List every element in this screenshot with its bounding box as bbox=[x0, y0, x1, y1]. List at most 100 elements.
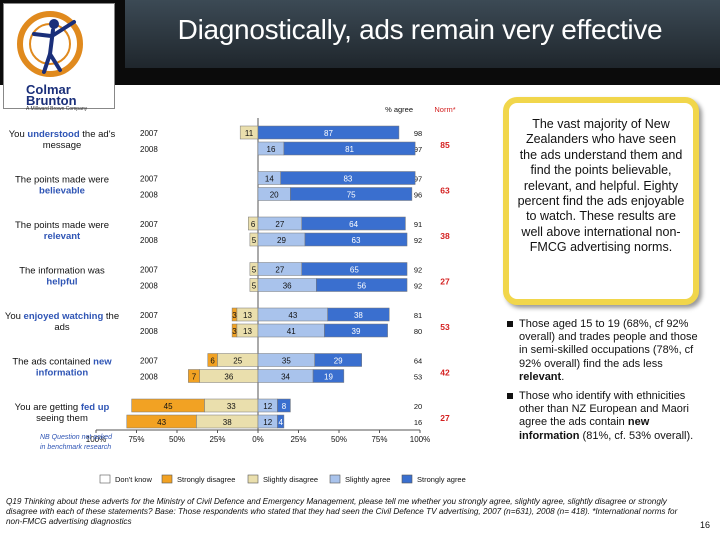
bar-value-label: 16 bbox=[267, 145, 276, 154]
year-label: 2007 bbox=[140, 129, 158, 138]
bar-segment bbox=[324, 323, 388, 338]
percent-agree-value: 53 bbox=[414, 373, 422, 382]
x-tick-label: 25% bbox=[209, 435, 225, 444]
diverging-bar-chart: % agree Norm* 100% 75% 50% 25% 0% 25% 50% 75% 100%… bbox=[0, 90, 500, 490]
legend-label: Slightly disagree bbox=[263, 475, 318, 484]
x-tick-label: 0% bbox=[252, 435, 264, 444]
bar-value-label: 12 bbox=[263, 418, 272, 427]
bar-value-label: 25 bbox=[233, 357, 242, 366]
bar-value-label: 7 bbox=[192, 373, 197, 382]
year-label: 2008 bbox=[140, 191, 158, 200]
finding-tail: . bbox=[561, 370, 565, 383]
bar-value-label: 13 bbox=[243, 311, 252, 320]
norm-value: 42 bbox=[440, 368, 450, 378]
x-tick-label: 50% bbox=[169, 435, 185, 444]
percent-agree-value: 80 bbox=[414, 327, 422, 336]
legend-label: Strongly agree bbox=[417, 475, 466, 484]
bar-value-label: 34 bbox=[281, 373, 290, 382]
norm-header: Norm* bbox=[434, 105, 455, 114]
year-label: 2008 bbox=[140, 327, 158, 336]
chart-svg: % agree Norm* 100% 75% 50% 25% 0% 25% 50% 75% 100%… bbox=[5, 105, 466, 484]
percent-agree-value: 16 bbox=[414, 418, 422, 427]
percent-agree-value: 97 bbox=[414, 145, 422, 154]
bar-value-label: 5 bbox=[252, 282, 257, 291]
category-label: You are getting fed up seeing them bbox=[15, 402, 110, 424]
bar-value-label: 3 bbox=[232, 327, 237, 336]
x-tick-label: 100% bbox=[410, 435, 430, 444]
bar-value-label: 12 bbox=[263, 402, 272, 411]
percent-agree-header: % agree bbox=[385, 105, 413, 114]
year-label: 2007 bbox=[140, 175, 158, 184]
bar-value-label: 19 bbox=[324, 373, 333, 382]
category-label: The points made were believable bbox=[15, 175, 109, 197]
legend-label: Strongly disagree bbox=[177, 475, 235, 484]
bar-segment bbox=[280, 171, 416, 185]
norm-value: 53 bbox=[440, 322, 450, 332]
percent-agree-value: 97 bbox=[414, 175, 422, 184]
bar-value-label: 35 bbox=[282, 357, 291, 366]
bar-value-label: 29 bbox=[334, 357, 343, 366]
norm-value: 38 bbox=[440, 231, 450, 241]
bar-value-label: 39 bbox=[352, 327, 361, 336]
bar-segment bbox=[257, 125, 400, 140]
bar-value-label: 64 bbox=[349, 220, 358, 229]
norm-value: 63 bbox=[440, 186, 450, 196]
title-band bbox=[125, 0, 720, 68]
norm-value: 27 bbox=[440, 277, 450, 287]
page-number: 16 bbox=[700, 520, 711, 530]
finding-item: Those who identify with ethnicities othe… bbox=[505, 390, 705, 443]
bullet-square-icon bbox=[507, 321, 513, 327]
year-label: 2007 bbox=[140, 311, 158, 320]
bullet-square-icon bbox=[507, 393, 513, 400]
year-label: 2007 bbox=[140, 357, 158, 366]
finding-emphasis: relevant bbox=[519, 370, 562, 383]
legend-label: Don't know bbox=[115, 475, 152, 484]
percent-agree-value: 91 bbox=[414, 220, 422, 229]
finding-text: Those who identify with ethnicities othe… bbox=[519, 390, 689, 429]
bar-segment bbox=[312, 369, 345, 383]
legend-swatch bbox=[99, 474, 111, 484]
year-label: 2007 bbox=[140, 220, 158, 229]
bar-value-label: 20 bbox=[270, 191, 279, 200]
year-label: 2008 bbox=[140, 282, 158, 291]
bar-value-label: 38 bbox=[223, 418, 232, 427]
findings-list: Those aged 15 to 19 (68%, cf 92% overall… bbox=[505, 318, 705, 449]
slide-header: Diagnostically, ads remain very effectiv… bbox=[0, 0, 720, 85]
legend-swatch bbox=[161, 474, 173, 484]
norm-value: 27 bbox=[440, 413, 450, 423]
bar-value-label: 5 bbox=[252, 266, 257, 275]
bar-value-label: 75 bbox=[347, 191, 356, 200]
bar-value-label: 6 bbox=[210, 357, 215, 366]
category-label: The ads contained new information bbox=[12, 357, 112, 379]
logo-figure-icon bbox=[17, 11, 83, 77]
norm-value: 85 bbox=[440, 140, 450, 150]
percent-agree-value: 98 bbox=[414, 129, 422, 138]
bar-value-label: 43 bbox=[157, 418, 166, 427]
bar-value-label: 14 bbox=[265, 175, 274, 184]
category-label: You enjoyed watching the ads bbox=[5, 311, 119, 333]
x-tick-label: 25% bbox=[290, 435, 306, 444]
percent-agree-value: 92 bbox=[414, 236, 422, 245]
bar-segment bbox=[327, 307, 390, 322]
brand-logo: Colmar Brunton A Millward Brown Company bbox=[3, 3, 115, 112]
bar-segment bbox=[314, 353, 362, 367]
category-label: You understood the ad's message bbox=[9, 129, 116, 151]
legend-swatch bbox=[247, 474, 259, 484]
bar-value-label: 3 bbox=[232, 311, 237, 320]
bar-value-label: 83 bbox=[343, 175, 352, 184]
x-tick-label: 75% bbox=[371, 435, 387, 444]
bar-value-label: 13 bbox=[243, 327, 252, 336]
year-label: 2008 bbox=[140, 145, 158, 154]
category-label: The points made were relevant bbox=[15, 220, 109, 242]
bar-value-label: 56 bbox=[357, 282, 366, 291]
bar-value-label: 41 bbox=[287, 327, 296, 336]
bar-value-label: 45 bbox=[164, 402, 173, 411]
bar-value-label: 65 bbox=[350, 266, 359, 275]
bar-segment bbox=[290, 187, 413, 201]
finding-emphasis: new information bbox=[519, 416, 650, 442]
benchmark-note: NB Question not asked in benchmark resear… bbox=[40, 434, 113, 451]
bar-segment bbox=[316, 278, 408, 292]
legend-swatch bbox=[401, 474, 413, 484]
bar-value-label: 81 bbox=[345, 145, 354, 154]
bar-segment bbox=[277, 414, 285, 429]
